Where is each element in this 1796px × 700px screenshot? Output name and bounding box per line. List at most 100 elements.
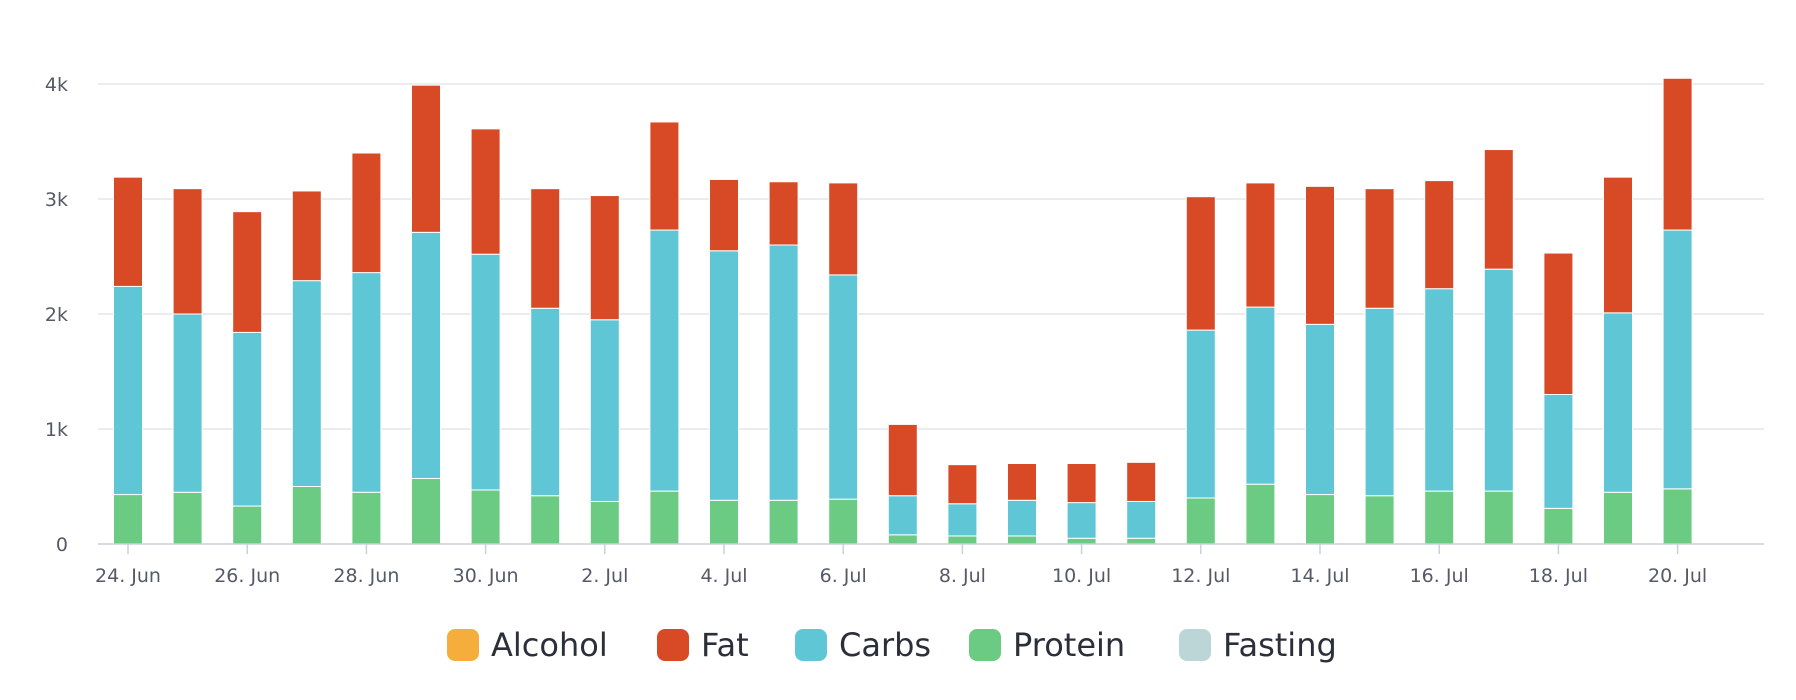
bar-stack-3-jul[interactable] xyxy=(649,121,680,545)
bar-stack-12-jul[interactable] xyxy=(1185,196,1216,545)
bar-segment-fat-30-jun[interactable] xyxy=(470,128,501,255)
bar-stack-15-jul[interactable] xyxy=(1364,188,1395,545)
bar-segment-fat-8-jul[interactable] xyxy=(947,464,978,505)
bar-stack-2-jul[interactable] xyxy=(589,195,620,545)
bar-segment-carbs-11-jul[interactable] xyxy=(1126,500,1157,539)
bar-segment-protein-3-jul[interactable] xyxy=(649,490,680,545)
legend-item-protein[interactable]: Protein xyxy=(969,626,1125,664)
bar-segment-protein-13-jul[interactable] xyxy=(1245,483,1276,545)
bar-segment-protein-16-jul[interactable] xyxy=(1424,490,1455,545)
bar-segment-fat-6-jul[interactable] xyxy=(828,182,859,276)
bar-segment-protein-4-jul[interactable] xyxy=(709,499,739,545)
bar-segment-protein-25-jun[interactable] xyxy=(172,491,203,545)
bar-segment-protein-15-jul[interactable] xyxy=(1364,495,1395,545)
bar-stack-4-jul[interactable] xyxy=(709,178,739,545)
bar-stack-29-jun[interactable] xyxy=(411,84,441,545)
bar-segment-fat-17-jul[interactable] xyxy=(1483,149,1514,270)
bar-segment-protein-11-jul[interactable] xyxy=(1126,537,1157,545)
bar-stack-11-jul[interactable] xyxy=(1126,461,1157,545)
bar-segment-protein-26-jun[interactable] xyxy=(232,505,263,545)
bar-segment-carbs-20-jul[interactable] xyxy=(1662,229,1693,490)
bar-stack-27-jun[interactable] xyxy=(291,190,322,545)
bar-stack-16-jul[interactable] xyxy=(1424,180,1455,545)
bar-segment-carbs-26-jun[interactable] xyxy=(232,331,263,507)
bar-segment-carbs-14-jul[interactable] xyxy=(1305,323,1335,496)
legend-item-fasting[interactable]: Fasting xyxy=(1179,626,1337,664)
bar-segment-fat-11-jul[interactable] xyxy=(1126,461,1157,502)
bar-stack-8-jul[interactable] xyxy=(947,464,978,545)
bar-segment-carbs-13-jul[interactable] xyxy=(1245,306,1276,485)
bar-segment-protein-18-jul[interactable] xyxy=(1543,507,1574,545)
bar-segment-fat-2-jul[interactable] xyxy=(589,195,620,321)
bar-segment-carbs-28-jun[interactable] xyxy=(351,272,382,493)
bar-segment-protein-1-jul[interactable] xyxy=(530,495,561,545)
bar-segment-carbs-6-jul[interactable] xyxy=(828,274,859,500)
legend-item-alcohol[interactable]: Alcohol xyxy=(447,626,608,664)
bar-segment-carbs-15-jul[interactable] xyxy=(1364,307,1395,497)
bar-segment-fat-5-jul[interactable] xyxy=(768,181,799,246)
bar-segment-fat-12-jul[interactable] xyxy=(1185,196,1216,331)
bar-segment-protein-6-jul[interactable] xyxy=(828,498,859,545)
bar-segment-carbs-18-jul[interactable] xyxy=(1543,394,1574,509)
bar-stack-25-jun[interactable] xyxy=(172,188,203,545)
bar-segment-carbs-8-jul[interactable] xyxy=(947,503,978,537)
bar-segment-protein-7-jul[interactable] xyxy=(887,534,918,545)
legend-item-carbs[interactable]: Carbs xyxy=(795,626,931,664)
bar-segment-protein-24-jun[interactable] xyxy=(113,494,143,545)
bar-segment-fat-19-jul[interactable] xyxy=(1603,176,1633,314)
bar-segment-protein-30-jun[interactable] xyxy=(470,489,501,545)
bar-segment-carbs-7-jul[interactable] xyxy=(887,495,918,536)
bar-stack-26-jun[interactable] xyxy=(232,211,263,545)
bar-segment-fat-16-jul[interactable] xyxy=(1424,180,1455,290)
bar-segment-fat-1-jul[interactable] xyxy=(530,188,561,309)
bar-stack-13-jul[interactable] xyxy=(1245,182,1276,545)
bar-segment-protein-17-jul[interactable] xyxy=(1483,490,1514,545)
bar-segment-carbs-1-jul[interactable] xyxy=(530,307,561,497)
bar-segment-protein-9-jul[interactable] xyxy=(1007,535,1037,545)
bar-segment-carbs-4-jul[interactable] xyxy=(709,250,739,501)
bar-segment-fat-18-jul[interactable] xyxy=(1543,252,1574,395)
bar-stack-7-jul[interactable] xyxy=(887,423,918,545)
bar-stack-19-jul[interactable] xyxy=(1603,176,1633,545)
bar-segment-carbs-19-jul[interactable] xyxy=(1603,312,1633,493)
bar-segment-protein-12-jul[interactable] xyxy=(1185,497,1216,545)
bar-stack-18-jul[interactable] xyxy=(1543,252,1574,545)
bar-segment-carbs-24-jun[interactable] xyxy=(113,285,143,496)
bar-segment-fat-25-jun[interactable] xyxy=(172,188,203,315)
bar-stack-28-jun[interactable] xyxy=(351,152,382,545)
bar-segment-carbs-25-jun[interactable] xyxy=(172,313,203,493)
bar-segment-protein-5-jul[interactable] xyxy=(768,499,799,545)
bar-segment-protein-28-jun[interactable] xyxy=(351,491,382,545)
bar-segment-carbs-3-jul[interactable] xyxy=(649,229,680,492)
bar-stack-14-jul[interactable] xyxy=(1305,185,1335,545)
bar-stack-17-jul[interactable] xyxy=(1483,149,1514,545)
bar-segment-carbs-17-jul[interactable] xyxy=(1483,268,1514,492)
bar-stack-1-jul[interactable] xyxy=(530,188,561,545)
bar-stack-9-jul[interactable] xyxy=(1007,463,1037,545)
bar-segment-fat-10-jul[interactable] xyxy=(1066,463,1097,504)
bar-segment-fat-29-jun[interactable] xyxy=(411,84,441,233)
bar-segment-fat-26-jun[interactable] xyxy=(232,211,263,333)
bar-stack-30-jun[interactable] xyxy=(470,128,501,545)
bar-segment-carbs-16-jul[interactable] xyxy=(1424,288,1455,492)
bar-segment-carbs-2-jul[interactable] xyxy=(589,319,620,502)
bar-segment-fat-4-jul[interactable] xyxy=(709,178,739,252)
bar-segment-fat-13-jul[interactable] xyxy=(1245,182,1276,308)
bar-segment-fat-14-jul[interactable] xyxy=(1305,185,1335,325)
bar-segment-fat-20-jul[interactable] xyxy=(1662,77,1693,231)
bar-segment-fat-28-jun[interactable] xyxy=(351,152,382,274)
bar-segment-carbs-27-jun[interactable] xyxy=(291,280,322,487)
bar-stack-6-jul[interactable] xyxy=(828,182,859,545)
bar-segment-protein-29-jun[interactable] xyxy=(411,477,441,545)
bar-segment-protein-10-jul[interactable] xyxy=(1066,537,1097,545)
bar-segment-protein-19-jul[interactable] xyxy=(1603,491,1633,545)
bar-segment-carbs-10-jul[interactable] xyxy=(1066,502,1097,539)
bar-segment-fat-3-jul[interactable] xyxy=(649,121,680,231)
bar-segment-protein-27-jun[interactable] xyxy=(291,486,322,545)
bar-stack-10-jul[interactable] xyxy=(1066,463,1097,545)
bar-segment-carbs-5-jul[interactable] xyxy=(768,244,799,501)
bar-segment-protein-8-jul[interactable] xyxy=(947,535,978,545)
bar-stack-24-jun[interactable] xyxy=(113,176,143,545)
bar-segment-fat-9-jul[interactable] xyxy=(1007,463,1037,501)
bar-segment-protein-2-jul[interactable] xyxy=(589,500,620,545)
